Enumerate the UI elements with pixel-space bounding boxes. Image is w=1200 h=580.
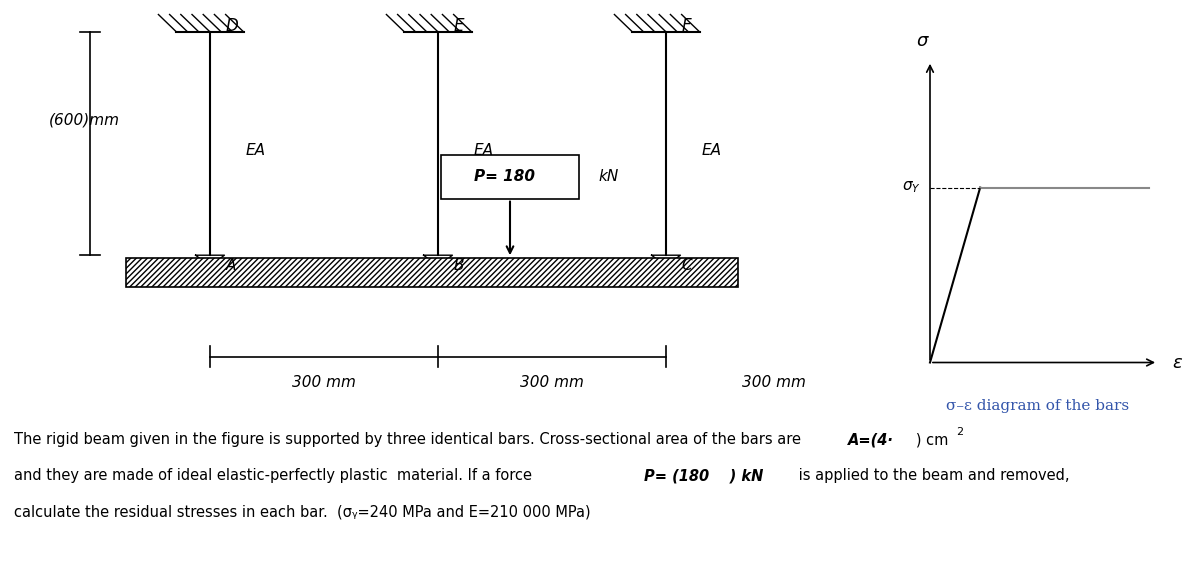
Text: is applied to the beam and removed,: is applied to the beam and removed, [794, 468, 1070, 483]
Text: E: E [454, 17, 464, 35]
Text: EA: EA [702, 143, 722, 158]
Text: EA: EA [474, 143, 494, 158]
Text: 300 mm: 300 mm [520, 375, 584, 390]
Text: 300 mm: 300 mm [742, 375, 806, 390]
Bar [126, 258, 738, 287]
Text: $\varepsilon$: $\varepsilon$ [1172, 353, 1183, 372]
Text: 2: 2 [956, 427, 964, 437]
Text: $\sigma$: $\sigma$ [916, 32, 930, 50]
Text: The rigid beam given in the figure is supported by three identical bars. Cross-s: The rigid beam given in the figure is su… [14, 432, 806, 447]
Text: C: C [682, 258, 692, 273]
Text: $\sigma_Y$: $\sigma_Y$ [901, 180, 920, 195]
Text: B: B [454, 258, 464, 273]
Text: F: F [682, 17, 691, 35]
Text: A=(4·: A=(4· [848, 432, 894, 447]
Text: P= 180: P= 180 [474, 169, 534, 184]
Text: kN: kN [599, 169, 619, 184]
Text: ) cm: ) cm [902, 432, 949, 447]
Text: D: D [226, 17, 239, 35]
Text: and they are made of ideal elastic-perfectly plastic  material. If a force: and they are made of ideal elastic-perfe… [14, 468, 538, 483]
Text: P= (180    ) kN: P= (180 ) kN [644, 468, 763, 483]
Text: EA: EA [246, 143, 266, 158]
Bar [442, 155, 580, 198]
Text: calculate the residual stresses in each bar.  (σᵧ=240 MPa and E=210 000 MPa): calculate the residual stresses in each … [14, 504, 592, 519]
Text: A: A [226, 258, 236, 273]
Text: 300 mm: 300 mm [292, 375, 356, 390]
Text: σ–ε diagram of the bars: σ–ε diagram of the bars [947, 399, 1129, 413]
Text: (600)mm: (600)mm [48, 113, 120, 128]
